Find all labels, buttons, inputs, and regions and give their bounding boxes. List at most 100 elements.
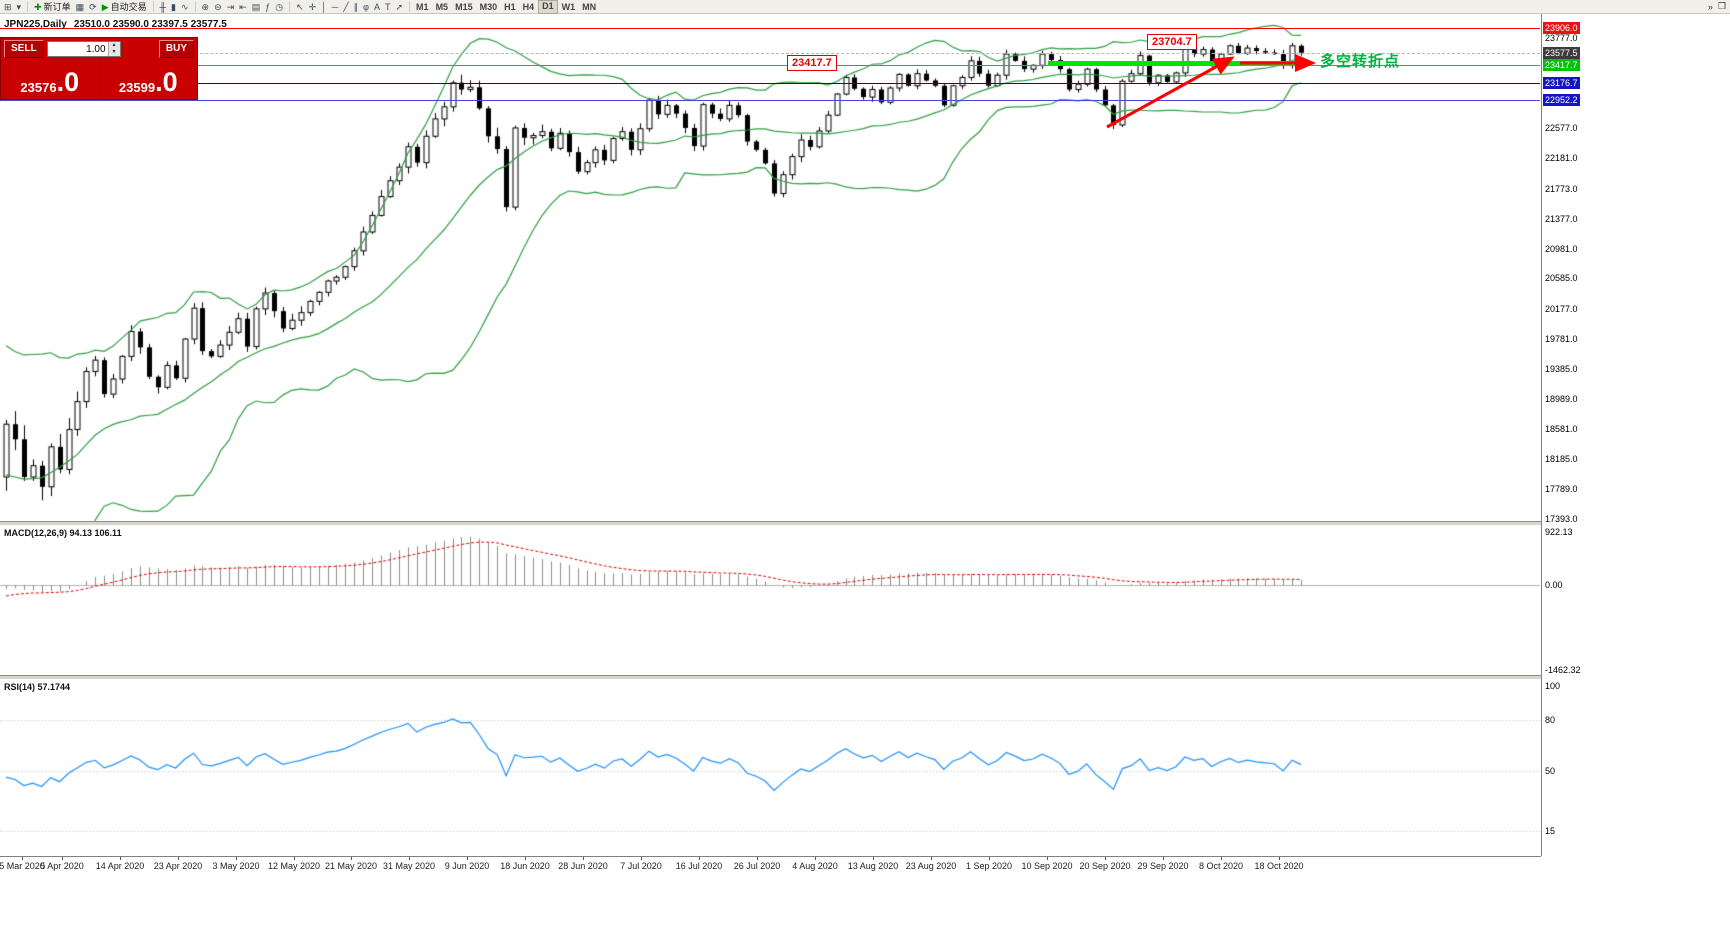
rsi-tick-label: 100 [1545,681,1561,691]
chart-shift-button[interactable]: ⇤ [237,1,249,13]
date-tick [1047,857,1048,860]
bar-chart-button[interactable]: ╫ [158,1,168,13]
crosshair-button[interactable]: ✛ [307,1,319,13]
date-label: 4 Aug 2020 [792,861,838,871]
cursor-button[interactable]: ↖ [294,1,306,13]
templates-icon: ▤ [251,1,261,12]
chart-area: JPN225,Daily 23510.0 23590.0 23397.5 2357… [0,14,1730,945]
toolbar-separator [152,1,154,12]
price-tick-label: 23906.0 [1543,22,1580,34]
autotrading-button[interactable]: ▶ 自动交易 [100,1,149,13]
text-button[interactable]: A [372,1,382,13]
date-label: 23 Apr 2020 [153,861,203,871]
volume-control: ▴ ▾ [46,41,121,57]
candlestick-chart-button[interactable]: ▮ [169,1,178,13]
date-tick [22,857,23,860]
price-tick-label: 20585.0 [1545,273,1578,283]
refresh-button[interactable]: ⟳ [87,1,99,13]
date-tick [815,857,816,860]
date-label: 1 Sep 2020 [965,861,1013,871]
trade-panel-controls: SELL ▴ ▾ BUY [1,38,197,58]
volume-input[interactable] [47,42,108,56]
volume-decrease-icon[interactable]: ▾ [112,49,116,55]
price-level-annotation-23417[interactable]: 23417.7 [787,55,837,71]
volume-increase-icon[interactable]: ▴ [112,42,116,48]
periods-button[interactable]: ◷ [273,1,285,13]
timeframe-m5[interactable]: M5 [435,1,449,12]
equidistant-channel-icon: ∥ [353,1,359,12]
sell-button[interactable]: SELL [4,40,44,58]
timeframe-h4[interactable]: H4 [522,1,535,12]
indicators-button[interactable]: ƒ [263,1,272,13]
sell-price[interactable]: 23576.0 [1,58,99,99]
timeframe-m1[interactable]: M1 [416,1,429,12]
right-axis[interactable]: 23906.0 23777.0 23577.5 23417.7 23176.7 22952… [1541,14,1594,856]
timeframe-m15[interactable]: M15 [455,1,473,12]
date-label: 13 Aug 2020 [847,861,899,871]
toolbar-separator [409,1,411,12]
macd-tick-label: 922.13 [1545,527,1573,537]
vertical-line-button[interactable]: │ [319,1,329,13]
panel-window-icon[interactable]: ❐ [1717,1,1726,11]
trendline-icon: ╱ [343,1,349,12]
equidistant-channel-button[interactable]: ∥ [352,1,361,13]
date-label: 20 Sep 2020 [1079,861,1131,871]
price-tick-label: 23777.0 [1545,33,1578,43]
sell-price-main: 23576 [20,80,57,95]
date-tick [178,857,179,860]
autotrading-button-label: 自动交易 [110,2,147,12]
timeframe-m30[interactable]: M30 [479,1,498,12]
templates-button[interactable]: ▤ [250,1,263,13]
text-label-button[interactable]: T [383,1,393,13]
refresh-icon: ⟳ [89,1,97,12]
chart-window-button[interactable]: ▦ [74,1,87,13]
timeframe-w1[interactable]: W1 [561,1,576,12]
price-tick-label: 22952.2 [1543,94,1580,106]
sell-price-pips: .0 [56,67,80,97]
new-chart-button[interactable]: ⊞ [2,1,14,13]
toolbar-buttons: ⊞ ▾ ✚ 新订单 ▦ ⟳ ▶ 自动交易 ╫ ▮ ∿ ⊕ ⊖ ⇥ ⇤ ▤ ƒ ◷ ↖ ✛ │ ─ ╱ ∥ φ A T ➚ [2,0,413,13]
date-label: 23 Aug 2020 [905,861,957,871]
date-tick [1105,857,1106,860]
price-tick-label: 19385.0 [1545,364,1578,374]
price-tick-label: 18581.0 [1545,424,1578,434]
date-label: 21 May 2020 [324,861,378,871]
auto-scroll-button[interactable]: ⇥ [225,1,237,13]
buy-price[interactable]: 23599.0 [98,58,198,99]
chart-shift-icon: ⇤ [239,1,247,12]
buy-button[interactable]: BUY [158,40,194,58]
price-tick-label: 18989.0 [1545,394,1578,404]
new-order-button[interactable]: ✚ 新订单 [32,1,73,13]
pane-separator-rsi[interactable] [0,675,1592,680]
timeframe-h1[interactable]: H1 [504,1,516,12]
toolbar-overflow-icon[interactable]: » [1707,1,1713,12]
date-tick [294,857,295,860]
date-label: 18 Jun 2020 [500,861,550,871]
timeframe-d1[interactable]: D1 [538,0,558,14]
rsi-tick-label: 15 [1545,826,1556,836]
chart-list-icon: ▾ [16,1,22,12]
price-level-annotation-23704[interactable]: 23704.7 [1147,34,1197,50]
fibonacci-button[interactable]: φ [361,1,371,13]
trendline-button[interactable]: ╱ [341,1,350,13]
date-label: 7 Jul 2020 [620,861,662,871]
date-axis[interactable]: 5 Mar 2020 5 Apr 2020 14 Apr 2020 23 Apr 20… [0,856,1541,874]
date-label: 16 Jul 2020 [675,861,723,871]
date-label: 31 May 2020 [382,861,436,871]
horizontal-line-icon: ─ [331,1,339,12]
pane-separator-macd[interactable] [0,521,1592,526]
zoom-in-button[interactable]: ⊕ [200,1,212,13]
arrow-tool-button[interactable]: ➚ [394,1,406,13]
toolbar-separator [289,1,291,12]
zoom-out-button[interactable]: ⊖ [212,1,224,13]
price-chart-canvas[interactable] [0,14,1540,874]
chart-list-button[interactable]: ▾ [15,1,24,13]
fibonacci-icon: φ [363,1,369,12]
horizontal-line-button[interactable]: ─ [330,1,340,13]
date-label: 29 Sep 2020 [1137,861,1189,871]
turning-point-annotation[interactable]: 多空转折点 [1320,53,1401,70]
zoom-out-icon: ⊖ [214,1,222,12]
ohlc-values: 23510.0 23590.0 23397.5 23577.5 [73,19,227,30]
line-chart-button[interactable]: ∿ [179,1,191,13]
timeframe-mn[interactable]: MN [582,1,597,12]
